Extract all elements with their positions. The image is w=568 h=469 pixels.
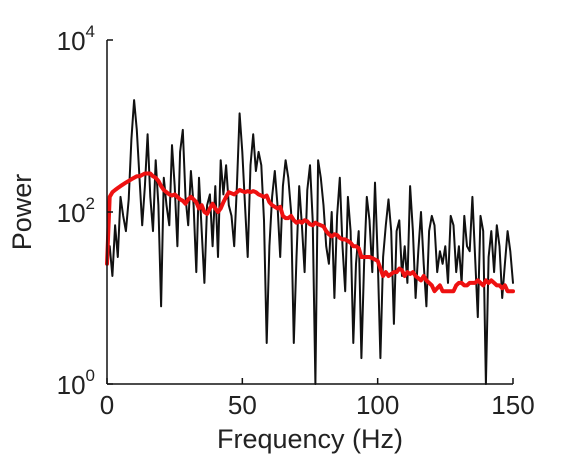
y-axis-label: Power — [7, 174, 37, 251]
x-axis-label: Frequency (Hz) — [217, 424, 403, 454]
x-tick-label: 50 — [228, 390, 257, 420]
y-tick-label: 102 — [57, 194, 95, 228]
series-layer — [105, 99, 515, 385]
x-tick-label: 100 — [356, 390, 399, 420]
smoothed-spectrum-line — [105, 171, 515, 294]
plot-area: 0 50 100 150 100 102 104 — [57, 22, 535, 420]
y-tick-label: 104 — [57, 22, 95, 56]
x-tick-label: 150 — [491, 390, 534, 420]
y-ticks: 100 102 104 — [57, 22, 113, 400]
x-tick-label: 0 — [100, 390, 114, 420]
raw-spectrum-line — [106, 99, 514, 385]
x-ticks: 0 50 100 150 — [100, 378, 535, 420]
y-tick-label: 100 — [57, 366, 95, 400]
